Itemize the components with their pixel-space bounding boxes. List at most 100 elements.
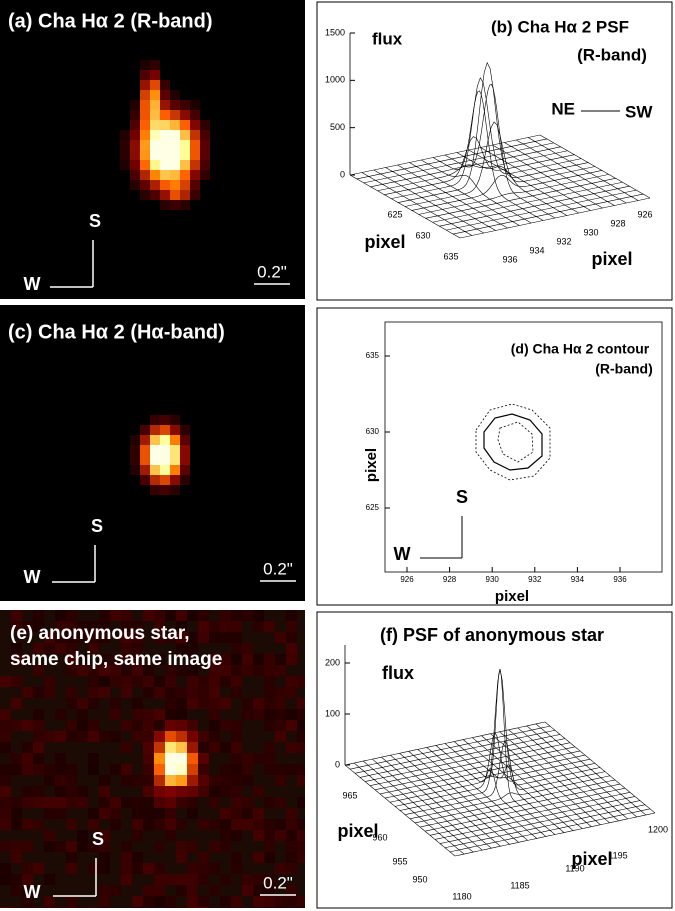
- image-pixel: [242, 797, 253, 808]
- label: 0: [335, 759, 340, 769]
- surface-line: [449, 808, 651, 853]
- image-pixel: [0, 742, 11, 753]
- image-pixel: [297, 764, 305, 775]
- image-pixel: [44, 687, 55, 698]
- image-pixel: [0, 720, 11, 731]
- image-pixel: [99, 852, 110, 863]
- image-pixel: [176, 764, 187, 775]
- surface-line: [399, 668, 601, 811]
- image-pixel: [242, 654, 253, 665]
- image-pixel: [130, 100, 140, 110]
- image-pixel: [55, 621, 66, 632]
- image-pixel: [11, 720, 22, 731]
- image-pixel: [0, 786, 11, 797]
- image-pixel: [88, 698, 99, 709]
- surface-line: [456, 152, 568, 216]
- image-pixel: [66, 819, 77, 830]
- image-pixel: [286, 742, 297, 753]
- image-pixel: [110, 676, 121, 687]
- image-pixel: [209, 621, 220, 632]
- image-pixel: [297, 896, 305, 907]
- image-pixel: [176, 786, 187, 797]
- image-pixel: [130, 110, 140, 120]
- contour: [475, 403, 551, 481]
- label: 1195: [608, 850, 627, 860]
- image-pixel: [77, 830, 88, 841]
- label: 928: [610, 218, 625, 228]
- image-pixel: [190, 180, 200, 190]
- image-pixel: [187, 863, 198, 874]
- image-pixel: [132, 775, 143, 786]
- image-pixel: [176, 907, 187, 908]
- image-pixel: [198, 687, 209, 698]
- image-pixel: [209, 698, 220, 709]
- image-pixel: [77, 654, 88, 665]
- image-pixel: [253, 654, 264, 665]
- image-pixel: [121, 676, 132, 687]
- image-pixel: [121, 742, 132, 753]
- image-pixel: [154, 819, 165, 830]
- image-pixel: [165, 742, 176, 753]
- image-pixel: [143, 808, 154, 819]
- image-pixel: [165, 676, 176, 687]
- image-pixel: [160, 485, 170, 495]
- image-pixel: [242, 874, 253, 885]
- image-pixel: [33, 819, 44, 830]
- image-pixel: [77, 786, 88, 797]
- label: 1185: [510, 880, 529, 890]
- image-pixel: [120, 160, 130, 170]
- image-pixel: [264, 819, 275, 830]
- image-pixel: [121, 852, 132, 863]
- label: 0: [340, 169, 345, 179]
- image-pixel: [242, 808, 253, 819]
- image-pixel: [132, 665, 143, 676]
- label: S: [456, 487, 468, 507]
- image-pixel: [143, 863, 154, 874]
- image-pixel: [33, 742, 44, 753]
- image-pixel: [286, 808, 297, 819]
- image-pixel: [33, 665, 44, 676]
- image-pixel: [44, 775, 55, 786]
- image-pixel: [88, 764, 99, 775]
- image-pixel: [187, 797, 198, 808]
- image-pixel: [170, 130, 180, 140]
- image-pixel: [0, 863, 11, 874]
- image-pixel: [170, 425, 180, 435]
- image-pixel: [160, 80, 170, 90]
- label: same chip, same image: [10, 649, 222, 670]
- image-pixel: [143, 742, 154, 753]
- image-pixel: [286, 676, 297, 687]
- label: (a) Cha Hα 2 (R-band): [8, 10, 213, 32]
- surface-line: [472, 737, 583, 829]
- image-pixel: [11, 764, 22, 775]
- image-pixel: [120, 140, 130, 150]
- surface-line: [453, 193, 644, 235]
- image-pixel: [143, 896, 154, 907]
- surface-line: [418, 174, 609, 215]
- image-pixel: [160, 180, 170, 190]
- image-pixel: [22, 874, 33, 885]
- image-pixel: [253, 896, 264, 907]
- image-pixel: [11, 907, 22, 908]
- image-pixel: [253, 874, 264, 885]
- label: flux: [382, 663, 414, 683]
- image-pixel: [165, 786, 176, 797]
- image-pixel: [187, 676, 198, 687]
- image-pixel: [297, 720, 305, 731]
- label: 926: [637, 209, 652, 219]
- image-pixel: [110, 654, 121, 665]
- image-pixel: [187, 764, 198, 775]
- image-pixel: [297, 742, 305, 753]
- image-pixel: [286, 863, 297, 874]
- image-pixel: [220, 896, 231, 907]
- image-pixel: [154, 797, 165, 808]
- image-pixel: [220, 742, 231, 753]
- image-pixel: [121, 797, 132, 808]
- image-pixel: [209, 742, 220, 753]
- image-pixel: [33, 764, 44, 775]
- image-pixel: [121, 610, 132, 621]
- image-pixel: [160, 160, 170, 170]
- image-pixel: [55, 907, 66, 908]
- image-pixel: [160, 455, 170, 465]
- image-pixel: [190, 190, 200, 200]
